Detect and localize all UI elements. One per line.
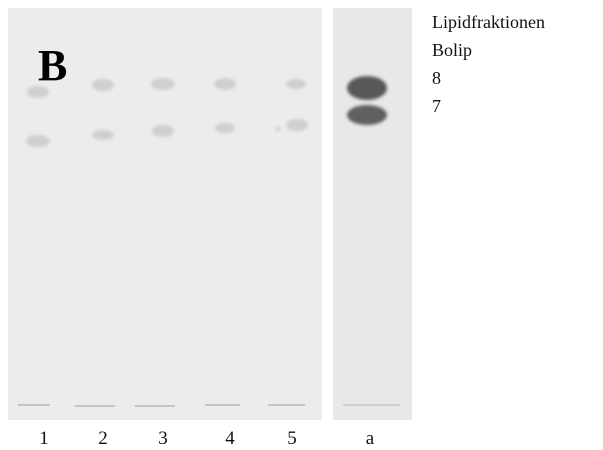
spot [214,78,236,90]
spot [275,127,281,131]
legend-text: Lipidfraktionen [432,12,545,32]
reference-spots [347,76,387,125]
spot [26,135,50,147]
spot [347,76,387,100]
lane-label: 3 [158,428,168,449]
reference-plate [333,8,412,420]
spot [215,123,235,133]
origin-line [18,404,305,407]
spot [286,79,306,89]
spot [151,78,175,90]
lane-label: a [366,428,375,449]
legend-text: Bolip [432,40,472,60]
spot [92,130,114,140]
panel-label: B [38,41,67,90]
lane-label: 1 [39,428,49,449]
tlc-plate [8,8,322,420]
lane-label: 5 [287,428,297,449]
spot [286,119,308,131]
spot [152,125,174,137]
lane-label: 4 [225,428,235,449]
lane-label: 2 [98,428,108,449]
legend-text: 8 [432,68,441,88]
spot [92,79,114,91]
legend-text: 7 [432,96,441,116]
spots [26,78,308,147]
spot [347,105,387,125]
spot [27,86,49,98]
